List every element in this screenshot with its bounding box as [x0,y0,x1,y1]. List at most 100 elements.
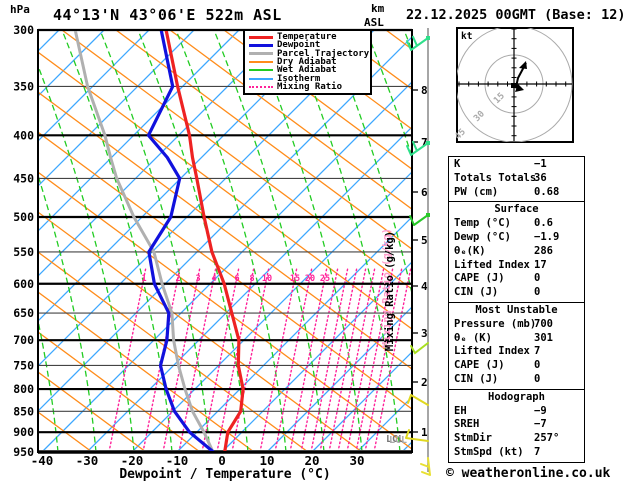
legend-item: Dewpoint [249,40,367,51]
copyright-label: © weatheronline.co.uk [446,466,611,481]
svg-text:2: 2 [421,376,428,389]
table-row-label: Lifted Index [454,258,530,271]
table-row: StmDir 257° [449,432,584,446]
table-row-label: CIN (J) [454,372,499,385]
svg-text:2: 2 [175,274,180,284]
legend-line-sample [249,43,273,47]
km-axis: 8 7 6 5 4 3 2 1 [412,84,428,439]
legend-line-sample [249,35,273,39]
svg-text:750: 750 [13,358,34,372]
temp-axis-labels: -40 -30 -20 -10 0 10 20 30 [31,453,365,468]
table-row-label: Totals Totals [454,171,537,184]
legend-item: Temperature [249,33,367,42]
legend-item-label: Mixing Ratio [277,81,343,92]
svg-text:800: 800 [13,382,34,396]
svg-text:-10: -10 [166,453,189,468]
table-row-label: θₑ (K) [454,331,492,344]
legend-item-label: Isotherm [277,73,321,84]
svg-text:25: 25 [320,274,330,284]
isotherm-lines [38,30,412,452]
wind-barb-icon [406,140,430,156]
legend-item-label: Dewpoint [277,40,321,51]
svg-text:450: 450 [13,171,34,185]
wind-barb-icon [407,394,429,406]
table-row-label: K [454,158,461,170]
table-row: StmSpd (kt) 7 [449,446,584,460]
table-row-value: 7 [534,445,541,458]
svg-text:400: 400 [13,128,34,142]
lcl-label: LCL [386,434,404,445]
table-row-value: −1.9 [534,230,560,243]
table-row: Pressure (mb) 700 [449,318,584,332]
svg-text:5: 5 [421,234,428,247]
legend-line-sample [249,61,273,64]
table-row-value: 0 [534,272,541,285]
table-row: Dewp (°C) −1.9 [449,231,584,245]
mixing-ratio-axis-label-ghost: Mixing Ratio (g/kg) [381,228,393,348]
table-row: EH −9 [449,405,584,419]
table-row-label: StmSpd (kt) [454,445,524,458]
svg-text:500: 500 [13,210,34,224]
svg-text:4: 4 [421,280,428,293]
legend-item: Parcel Trajectory [249,48,370,59]
table-section: Surface Temp (°C) 0.6 Dewp (°C) −1.9 θₑ(K) 286… [449,201,584,302]
wind-barb-icon [406,35,430,51]
table-row: Totals Totals 36 [449,172,584,186]
legend-item: Wet Adiabat [249,66,367,75]
table-row: Lifted Index 7 [449,345,584,359]
table-row-label: PW (cm) [454,185,499,198]
dewpoint-curve [146,30,215,452]
svg-text:-30: -30 [76,453,99,468]
mixing-ratio-lines [108,267,412,452]
table-row-label: CIN (J) [454,286,499,299]
svg-text:6: 6 [234,274,239,284]
table-row: CIN (J) 0 [449,373,584,387]
table-row-value: 17 [534,258,547,271]
table-row-label: Pressure (mb) [454,317,537,330]
svg-text:20: 20 [304,453,319,468]
table-row-value: 286 [534,244,553,257]
legend-item: Mixing Ratio [249,81,367,92]
hodograph-unit-label: kt [461,31,472,42]
svg-text:3: 3 [195,274,200,284]
table-row-value: 0.6 [534,217,553,230]
table-section-header: Hodograph [488,390,545,403]
svg-text:15: 15 [290,274,300,284]
table-row-label: Temp (°C) [454,217,511,230]
svg-text:4: 4 [211,274,216,284]
plot-border [37,29,413,453]
x-axis-title: Dewpoint / Temperature (°C) [119,467,331,482]
sounding-indices-table: K −1 Totals Totals 36 PW (cm) 0.68 Surface Temp… [448,156,585,463]
svg-text:550: 550 [13,245,34,259]
pressure-axis-labels: 300 350 400 450 500 550 600 650 700 750 800 850 900 9… [13,23,34,459]
table-row-value: 7 [534,345,541,358]
parcel-trajectory-curve [73,30,215,452]
table-row: Temp (°C) 0.6 [449,217,584,231]
legend: Temperature Dewpoint Parcel Trajectory Dry … [243,29,372,96]
svg-text:8: 8 [249,274,254,284]
mixing-ratio-axis-label: Mixing Ratio (g/kg) [384,231,396,351]
table-section: K −1 Totals Totals 36 PW (cm) 0.68 [449,157,584,201]
table-row-value: −1 [534,158,547,170]
legend-item-label: Parcel Trajectory [277,48,370,59]
svg-text:30: 30 [349,453,364,468]
table-row: SREH −7 [449,418,584,432]
table-row-label: CAPE (J) [454,272,505,285]
table-row-value: 0 [534,372,541,385]
wind-barb-icon [405,429,429,442]
table-row-label: Dewp (°C) [454,230,511,243]
legend-line-sample [249,77,273,80]
svg-text:700: 700 [13,333,34,347]
table-row-label: θₑ(K) [454,244,486,257]
table-row: PW (cm) 0.68 [449,186,584,200]
legend-line-sample [249,69,273,72]
svg-text:1: 1 [421,426,428,439]
svg-text:850: 850 [13,404,34,418]
altitude-unit-km: km [371,2,385,15]
legend-item-label: Dry Adiabat [277,57,337,68]
svg-text:350: 350 [13,79,34,93]
table-row: CIN (J) 0 [449,286,584,300]
svg-text:20: 20 [305,274,315,284]
